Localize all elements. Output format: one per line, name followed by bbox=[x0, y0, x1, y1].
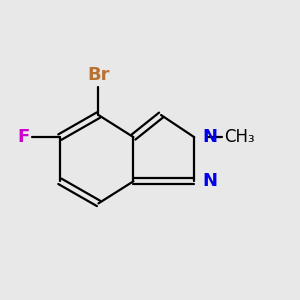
Text: N: N bbox=[202, 128, 217, 146]
Text: Br: Br bbox=[87, 67, 110, 85]
Text: F: F bbox=[17, 128, 29, 146]
Text: CH₃: CH₃ bbox=[224, 128, 255, 146]
Text: N: N bbox=[202, 172, 217, 190]
